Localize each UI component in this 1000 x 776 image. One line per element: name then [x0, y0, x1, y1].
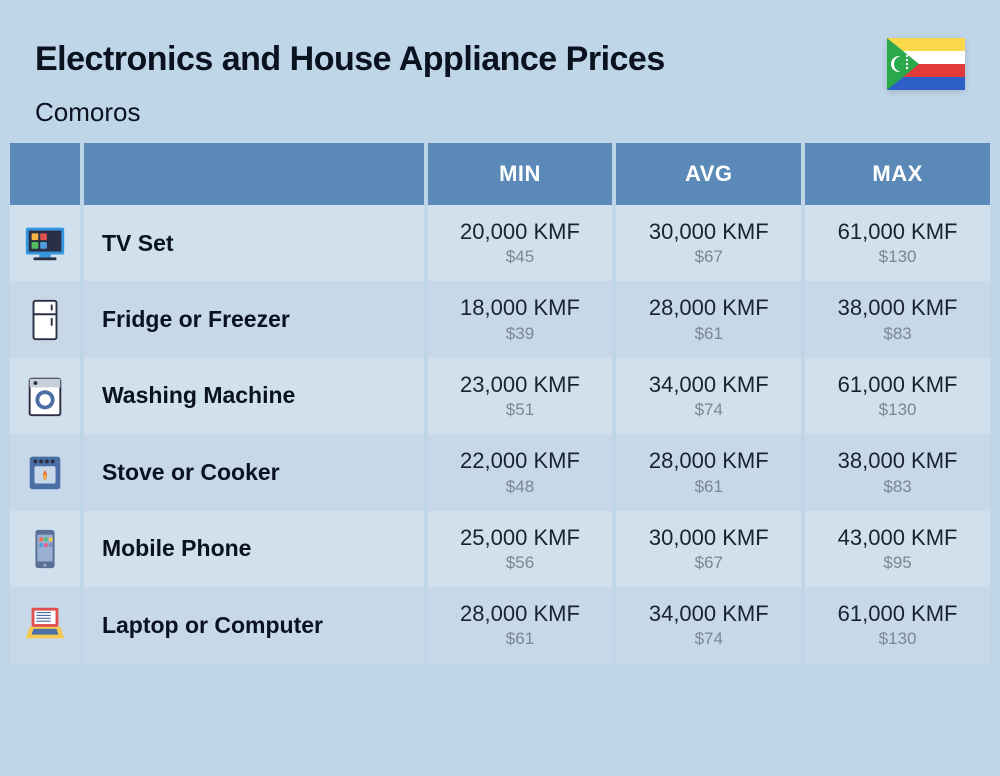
price-kmf: 61,000 KMF [805, 372, 990, 398]
page-header: Electronics and House Appliance Prices C… [0, 0, 1000, 143]
price-avg: 34,000 KMF$74 [616, 358, 801, 434]
price-kmf: 30,000 KMF [616, 525, 801, 551]
stove-icon [10, 434, 80, 510]
price-max: 61,000 KMF$130 [805, 587, 990, 663]
price-kmf: 25,000 KMF [428, 525, 613, 551]
price-usd: $95 [805, 553, 990, 573]
price-usd: $67 [616, 553, 801, 573]
price-usd: $61 [428, 629, 613, 649]
price-min: 25,000 KMF$56 [428, 511, 613, 587]
price-usd: $130 [805, 247, 990, 267]
price-min: 18,000 KMF $39 [428, 281, 613, 357]
price-kmf: 30,000 KMF [616, 219, 801, 245]
table-row: Washing Machine23,000 KMF$5134,000 KMF$7… [10, 358, 990, 434]
price-kmf: 23,000 KMF [428, 372, 613, 398]
price-max: 61,000 KMF$130 [805, 205, 990, 281]
price-usd: $74 [616, 400, 801, 420]
table-row: Laptop or Computer28,000 KMF$6134,000 KM… [10, 587, 990, 663]
col-avg: AVG [616, 143, 801, 205]
table-row: Mobile Phone25,000 KMF$5630,000 KMF$6743… [10, 511, 990, 587]
price-usd: $61 [616, 477, 801, 497]
price-max: 38,000 KMF $83 [805, 434, 990, 510]
price-kmf: 34,000 KMF [616, 372, 801, 398]
price-max: 43,000 KMF$95 [805, 511, 990, 587]
price-usd: $56 [428, 553, 613, 573]
item-name: Laptop or Computer [84, 587, 424, 663]
price-avg: 34,000 KMF$74 [616, 587, 801, 663]
price-max: 38,000 KMF $83 [805, 281, 990, 357]
col-min: MIN [428, 143, 613, 205]
col-name [84, 143, 424, 205]
price-usd: $83 [805, 477, 990, 497]
price-kmf: 38,000 KMF [805, 295, 990, 321]
item-name: Fridge or Freezer [84, 281, 424, 357]
fridge-icon [10, 281, 80, 357]
price-min: 23,000 KMF$51 [428, 358, 613, 434]
price-max: 61,000 KMF$130 [805, 358, 990, 434]
price-usd: $45 [428, 247, 613, 267]
page-title: Electronics and House Appliance Prices [35, 40, 965, 79]
price-usd: $39 [428, 324, 613, 344]
price-kmf: 28,000 KMF [428, 601, 613, 627]
table-header: MIN AVG MAX [10, 143, 990, 205]
price-kmf: 28,000 KMF [616, 448, 801, 474]
table-row: Stove or Cooker22,000 KMF $4828,000 KMF $6… [10, 434, 990, 510]
laptop-icon [10, 587, 80, 663]
price-min: 20,000 KMF$45 [428, 205, 613, 281]
washer-icon [10, 358, 80, 434]
price-kmf: 43,000 KMF [805, 525, 990, 551]
tv-icon [10, 205, 80, 281]
price-usd: $130 [805, 629, 990, 649]
table-row: TV Set20,000 KMF$4530,000 KMF$6761,000 K… [10, 205, 990, 281]
price-avg: 30,000 KMF$67 [616, 205, 801, 281]
price-avg: 30,000 KMF$67 [616, 511, 801, 587]
price-min: 28,000 KMF$61 [428, 587, 613, 663]
price-usd: $61 [616, 324, 801, 344]
country-flag-icon [887, 38, 965, 90]
price-avg: 28,000 KMF $61 [616, 281, 801, 357]
price-kmf: 38,000 KMF [805, 448, 990, 474]
col-max: MAX [805, 143, 990, 205]
price-usd: $67 [616, 247, 801, 267]
item-name: Washing Machine [84, 358, 424, 434]
col-icon [10, 143, 80, 205]
price-kmf: 34,000 KMF [616, 601, 801, 627]
price-min: 22,000 KMF $48 [428, 434, 613, 510]
country-name: Comoros [35, 97, 965, 128]
price-usd: $83 [805, 324, 990, 344]
item-name: Mobile Phone [84, 511, 424, 587]
price-table: MIN AVG MAX TV Set20,000 KMF$4530,000 KM… [0, 143, 1000, 663]
table-row: Fridge or Freezer18,000 KMF $3928,000 KMF… [10, 281, 990, 357]
phone-icon [10, 511, 80, 587]
item-name: Stove or Cooker [84, 434, 424, 510]
price-avg: 28,000 KMF $61 [616, 434, 801, 510]
price-kmf: 18,000 KMF [428, 295, 613, 321]
price-usd: $48 [428, 477, 613, 497]
price-kmf: 28,000 KMF [616, 295, 801, 321]
price-usd: $130 [805, 400, 990, 420]
item-name: TV Set [84, 205, 424, 281]
price-kmf: 61,000 KMF [805, 219, 990, 245]
price-kmf: 22,000 KMF [428, 448, 613, 474]
price-usd: $74 [616, 629, 801, 649]
price-kmf: 20,000 KMF [428, 219, 613, 245]
table-body: TV Set20,000 KMF$4530,000 KMF$6761,000 K… [10, 205, 990, 663]
price-kmf: 61,000 KMF [805, 601, 990, 627]
price-usd: $51 [428, 400, 613, 420]
